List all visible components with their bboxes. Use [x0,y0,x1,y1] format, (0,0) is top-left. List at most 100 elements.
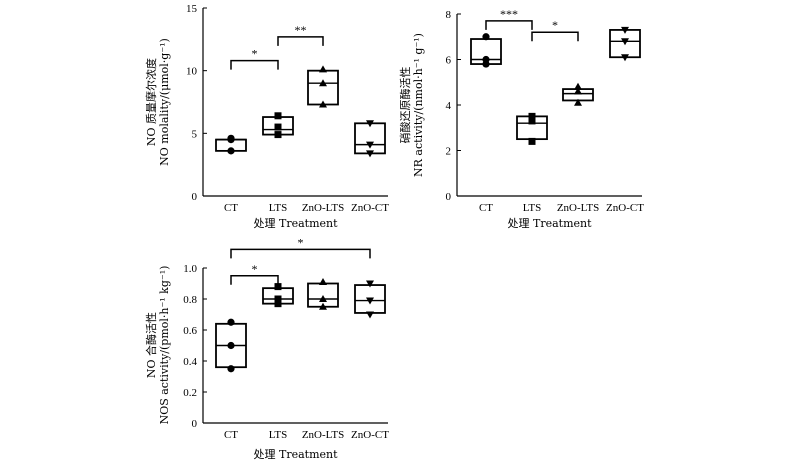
bracket-line [230,275,279,285]
y-tick-label: 5 [192,128,198,140]
significance-label: * [552,18,558,32]
data-point [274,112,282,120]
significance-bracket: *** [485,7,533,30]
box-lts [262,112,294,139]
y-tick-label: 0 [192,418,198,430]
x-tick-label: ZnO-LTS [302,202,344,214]
y-axis-title-cn: NO 质量摩尔浓度 [144,58,158,146]
box-ct [470,33,502,68]
box-lts [262,283,294,308]
data-point [227,341,235,350]
x-tick-label: ZnO-CT [606,202,644,214]
x-tick-label: LTS [269,202,288,214]
box-zno-ct [609,26,641,62]
data-point [366,297,374,305]
x-tick-label: ZnO-LTS [557,202,599,214]
x-tick-label: CT [224,429,238,441]
x-tick-label: ZnO-LTS [302,429,344,441]
y-tick-label: 1.0 [183,263,197,275]
x-axis-title: 处理 Treatment [253,217,338,230]
data-point [319,277,327,285]
data-point [621,38,629,46]
data-point [621,26,629,34]
x-tick-label: CT [479,202,493,214]
significance-bracket: * [230,235,371,259]
bracket-line [230,59,279,70]
box-ct [215,134,247,155]
data-point [366,120,374,128]
y-tick-label: 0.6 [183,325,197,337]
data-point [227,365,235,373]
y-tick-label: 2 [446,146,452,158]
significance-bracket: * [531,18,579,42]
data-point [528,137,536,145]
box-zno-lts [307,277,339,310]
data-point [319,79,327,87]
significance-label: * [252,47,258,61]
data-point [319,295,327,302]
chart-panel-3: 0 0.2 0.4 0.6 0.8 1.0 CT LTS ZnO-LTS ZnO-CT * * NO 合… [144,235,389,461]
data-point [274,131,282,139]
data-point [574,98,582,106]
data-point [366,311,374,319]
y-tick-label: 0 [446,191,452,203]
box-zno-lts [562,82,594,106]
box-body [354,122,386,155]
y-tick-label: 0.4 [183,356,197,368]
box-lts [516,112,548,145]
data-point [319,100,327,108]
x-axis-title: 处理 Treatment [253,448,338,461]
y-tick-label: 4 [446,100,452,112]
y-tick-label: 0.8 [183,294,197,306]
y-axis-title-en: NO molality/(μmol·g⁻¹) [158,38,171,166]
data-point [274,300,282,308]
significance-label: * [298,235,304,249]
box-zno-lts [307,65,339,108]
box-body [307,69,339,106]
data-point [366,150,374,158]
data-point [274,283,282,291]
data-point [574,82,582,90]
significance-label: *** [500,7,518,21]
significance-bracket: ** [277,23,324,46]
y-axis-title-en: NOS activity/(pmol·h⁻¹ kg⁻¹) [158,266,171,425]
box-zno-ct [354,280,386,319]
y-tick-label: 6 [446,55,452,67]
significance-bracket: * [230,47,279,70]
data-point [366,280,374,288]
data-point [319,302,327,310]
data-point [482,33,490,41]
data-point [621,54,629,62]
data-point [319,65,327,73]
data-point [274,295,282,303]
data-point [482,55,490,64]
x-tick-label: CT [224,202,238,214]
y-tick-label: 8 [446,9,452,21]
box-ct [215,318,247,373]
data-point [528,117,536,125]
x-tick-label: LTS [523,202,542,214]
bracket-line [485,20,533,30]
bracket-line [230,248,371,259]
y-tick-label: 10 [186,66,198,78]
bracket-line [531,31,579,42]
significance-label: ** [295,23,307,37]
y-axis-title-cn: 硝酸还原酶活性 [398,67,412,144]
data-point [227,134,235,142]
data-point [528,112,536,120]
significance-bracket: * [230,262,279,285]
x-tick-label: LTS [269,429,288,441]
y-tick-label: 0.2 [183,387,197,399]
significance-label: * [252,262,258,276]
box-zno-ct [354,120,386,158]
x-tick-label: ZnO-CT [351,429,389,441]
y-tick-label: 0 [192,191,198,203]
x-axis-title: 处理 Treatment [507,217,592,230]
y-axis-title-cn: NO 合酶活性 [144,312,158,378]
data-point [274,123,282,131]
bracket-line [277,36,324,46]
x-tick-label: ZnO-CT [351,202,389,214]
